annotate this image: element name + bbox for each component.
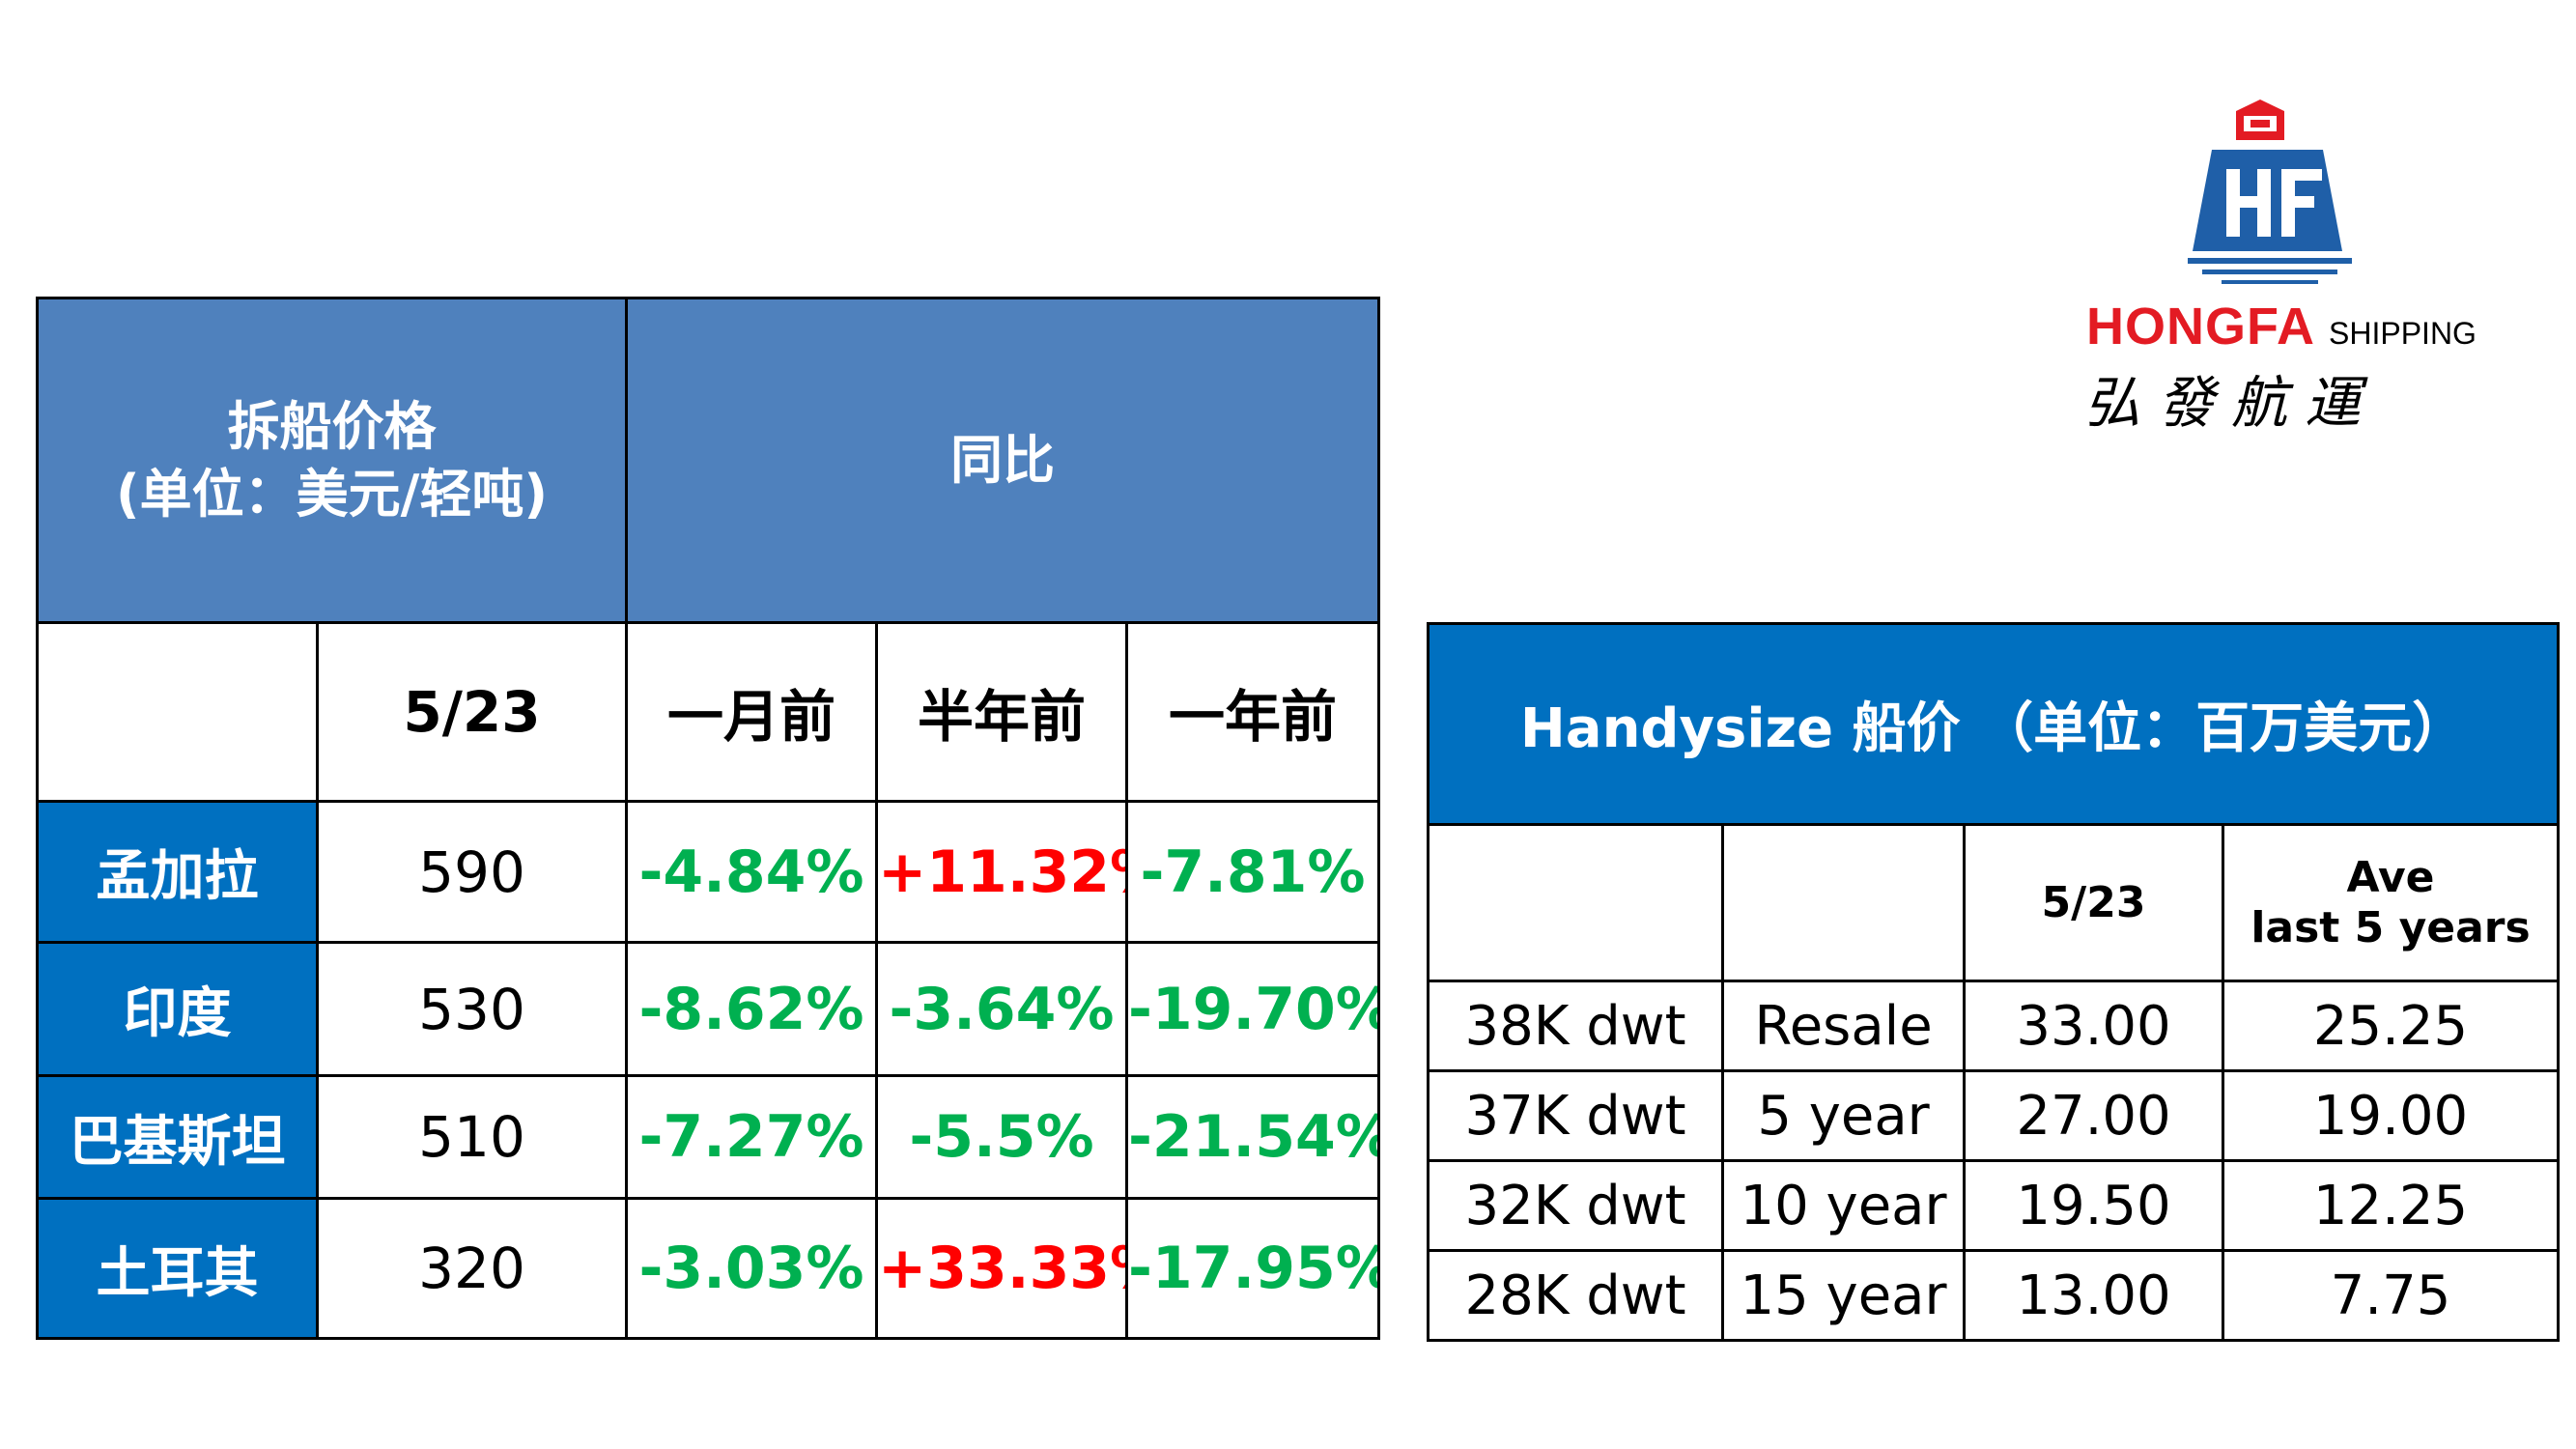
blank-cell xyxy=(1721,823,1966,982)
brand-wordmark: HONGFA SHIPPING xyxy=(2086,297,2477,356)
change-6m-cell: +33.33% xyxy=(875,1197,1128,1340)
col-date-header: 5/23 xyxy=(1963,823,2224,982)
col-ave-header: Ave last 5 years xyxy=(2221,823,2561,982)
table-row: 32K dwt 10 year 19.50 12.25 xyxy=(1427,1159,2561,1252)
col-6m-header: 半年前 xyxy=(875,621,1128,803)
change-1m-cell: -3.03% xyxy=(625,1197,878,1340)
col-ave-line1: Ave xyxy=(2346,852,2435,902)
brand-suffix: SHIPPING xyxy=(2329,316,2477,351)
col-1m-header: 一月前 xyxy=(625,621,878,803)
price-cell: 19.50 xyxy=(1963,1159,2224,1252)
ave-cell: 25.25 xyxy=(2221,980,2561,1072)
age-cell: Resale xyxy=(1721,980,1966,1072)
col-date-header: 5/23 xyxy=(316,621,628,803)
change-1m-cell: -4.84% xyxy=(625,800,878,944)
hongfa-logo: HONGFA SHIPPING 弘發航運 xyxy=(2067,92,2482,436)
table-row: 印度 530 -8.62% -3.64% -19.70% xyxy=(36,941,1380,1077)
table-row: 37K dwt 5 year 27.00 19.00 xyxy=(1427,1069,2561,1162)
price-cell: 13.00 xyxy=(1963,1249,2224,1342)
price-cell: 530 xyxy=(316,941,628,1077)
change-6m-cell: +11.32% xyxy=(875,800,1128,944)
size-cell: 38K dwt xyxy=(1427,980,1724,1072)
col-ave-line2: last 5 years xyxy=(2250,902,2531,952)
table-row: 38K dwt Resale 33.00 25.25 xyxy=(1427,980,2561,1072)
price-cell: 33.00 xyxy=(1963,980,2224,1072)
age-cell: 5 year xyxy=(1721,1069,1966,1162)
scrap-price-header: 拆船价格 (单位：美元/轻吨) xyxy=(36,297,628,624)
change-1y-cell: -21.54% xyxy=(1125,1074,1380,1200)
change-1m-cell: -8.62% xyxy=(625,941,878,1077)
scrap-price-table: 拆船价格 (单位：美元/轻吨) 同比 5/23 一月前 半年前 一年前 孟加拉 … xyxy=(36,297,1380,1340)
ship-emblem-icon xyxy=(2188,99,2352,284)
table-row: 巴基斯坦 510 -7.27% -5.5% -21.54% xyxy=(36,1074,1380,1200)
price-cell: 590 xyxy=(316,800,628,944)
change-1y-cell: -7.81% xyxy=(1125,800,1380,944)
brand-name: HONGFA xyxy=(2086,298,2313,355)
yoy-header: 同比 xyxy=(625,297,1380,624)
country-cell: 巴基斯坦 xyxy=(36,1074,319,1200)
country-cell: 孟加拉 xyxy=(36,800,319,944)
price-cell: 320 xyxy=(316,1197,628,1340)
ave-cell: 19.00 xyxy=(2221,1069,2561,1162)
change-6m-cell: -3.64% xyxy=(875,941,1128,1077)
col-1y-header: 一年前 xyxy=(1125,621,1380,803)
table-row: 土耳其 320 -3.03% +33.33% -17.95% xyxy=(36,1197,1380,1340)
change-1m-cell: -7.27% xyxy=(625,1074,878,1200)
price-cell: 510 xyxy=(316,1074,628,1200)
age-cell: 10 year xyxy=(1721,1159,1966,1252)
change-1y-cell: -19.70% xyxy=(1125,941,1380,1077)
blank-cell xyxy=(1427,823,1724,982)
corner-cell xyxy=(36,621,319,803)
size-cell: 37K dwt xyxy=(1427,1069,1724,1162)
table-row: 孟加拉 590 -4.84% +11.32% -7.81% xyxy=(36,800,1380,944)
ave-cell: 12.25 xyxy=(2221,1159,2561,1252)
ave-cell: 7.75 xyxy=(2221,1249,2561,1342)
handysize-price-table: Handysize 船价 （单位：百万美元） 5/23 Ave last 5 y… xyxy=(1426,622,2561,1342)
change-1y-cell: -17.95% xyxy=(1125,1197,1380,1340)
brand-chinese-name: 弘發航運 xyxy=(2084,370,2379,436)
country-cell: 印度 xyxy=(36,941,319,1077)
change-6m-cell: -5.5% xyxy=(875,1074,1128,1200)
size-cell: 28K dwt xyxy=(1427,1249,1724,1342)
age-cell: 15 year xyxy=(1721,1249,1966,1342)
price-cell: 27.00 xyxy=(1963,1069,2224,1162)
handysize-title: Handysize 船价 （单位：百万美元） xyxy=(1426,622,2561,826)
size-cell: 32K dwt xyxy=(1427,1159,1724,1252)
scrap-price-unit: (单位：美元/轻吨) xyxy=(115,463,549,525)
table-row: 28K dwt 15 year 13.00 7.75 xyxy=(1427,1249,2561,1342)
scrap-price-title: 拆船价格 xyxy=(227,395,437,457)
country-cell: 土耳其 xyxy=(36,1197,319,1340)
